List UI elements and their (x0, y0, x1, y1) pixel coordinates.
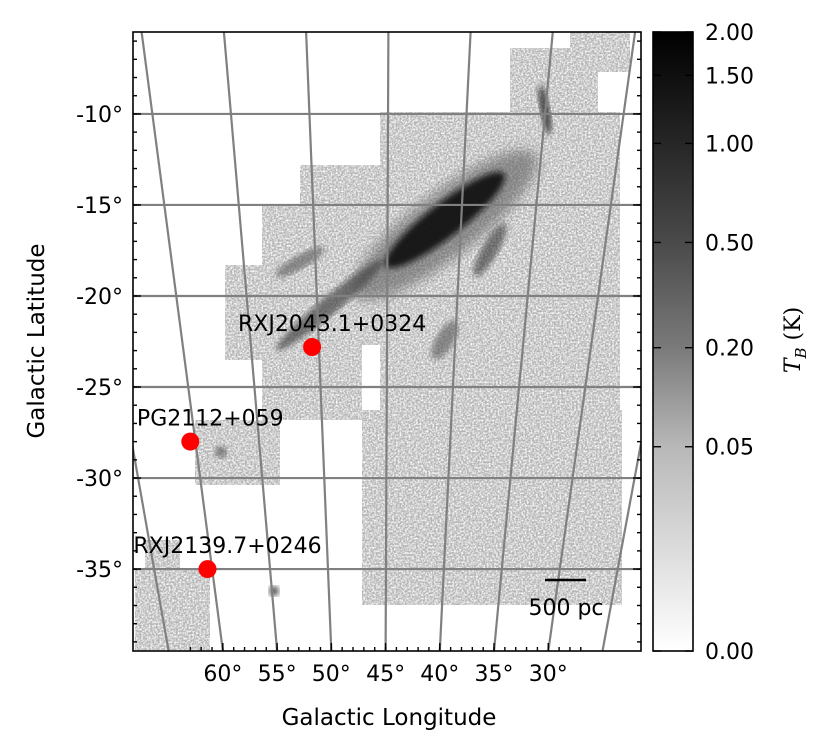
y-tick-label: -15° (76, 194, 123, 219)
source-label: RXJ2139.7+0246 (133, 534, 321, 559)
emission-map (133, 32, 641, 651)
y-tick-label: -25° (76, 376, 123, 401)
x-axis-title: Galactic Longitude (282, 705, 497, 731)
scale-bar-label: 500 pc (528, 596, 603, 621)
grid-line-lon (438, 32, 472, 651)
x-tick-labels: 60° 55° 50° 45° 40° 35° 30° (203, 662, 567, 687)
colorbar-tick-label: 0.00 (705, 640, 754, 665)
grid-line-lon (601, 437, 641, 651)
colorbar-tick-label: 1.50 (705, 64, 754, 89)
source-label: PG2112+059 (137, 407, 284, 432)
survey-coverage (135, 32, 630, 650)
colorbar-tick-label: 0.20 (705, 337, 754, 362)
y-tick-label: -20° (76, 285, 123, 310)
x-tick-label: 30° (529, 662, 568, 687)
gas-filament (215, 85, 552, 596)
colorbar-tick-label: 0.05 (705, 436, 754, 461)
colorbar-tick-label: 2.00 (705, 21, 754, 46)
grid-line-lon (222, 32, 279, 651)
source-marker (198, 560, 217, 579)
grid-line-lon (492, 32, 554, 651)
colorbar (652, 31, 694, 652)
y-tick-label: -30° (76, 467, 123, 492)
colorbar-ticks: 2.00 1.50 1.00 0.50 0.20 0.05 0.00 (653, 21, 754, 665)
x-tick-label: 45° (366, 662, 405, 687)
axis-ticks (133, 40, 641, 651)
x-tick-label: 50° (312, 662, 351, 687)
grid-line-lon (140, 32, 224, 651)
x-tick-label: 55° (258, 662, 297, 687)
y-axis-title: Galactic Latitude (24, 243, 50, 438)
plot-frame (132, 31, 642, 652)
sources: RXJ2043.1+0324 PG2112+059 RXJ2139.7+0246 (133, 312, 426, 579)
y-tick-label: -10° (76, 103, 123, 128)
grid-line-lon (547, 32, 637, 651)
source-marker (303, 338, 322, 356)
x-tick-label: 35° (475, 662, 514, 687)
y-tick-label: -35° (76, 558, 123, 583)
colorbar-tick-label: 1.00 (705, 132, 754, 157)
x-tick-label: 60° (203, 662, 242, 687)
grid-line-lon (133, 442, 170, 651)
colorbar-label: TB (K) (781, 307, 810, 373)
x-tick-label: 40° (420, 662, 459, 687)
colorbar-tick-label: 0.50 (705, 232, 754, 257)
y-tick-labels: -10° -15° -20° -25° -30° -35° (76, 103, 123, 583)
source-marker (181, 432, 200, 451)
grid-line-lon (384, 32, 390, 651)
source-label: RXJ2043.1+0324 (238, 312, 426, 337)
